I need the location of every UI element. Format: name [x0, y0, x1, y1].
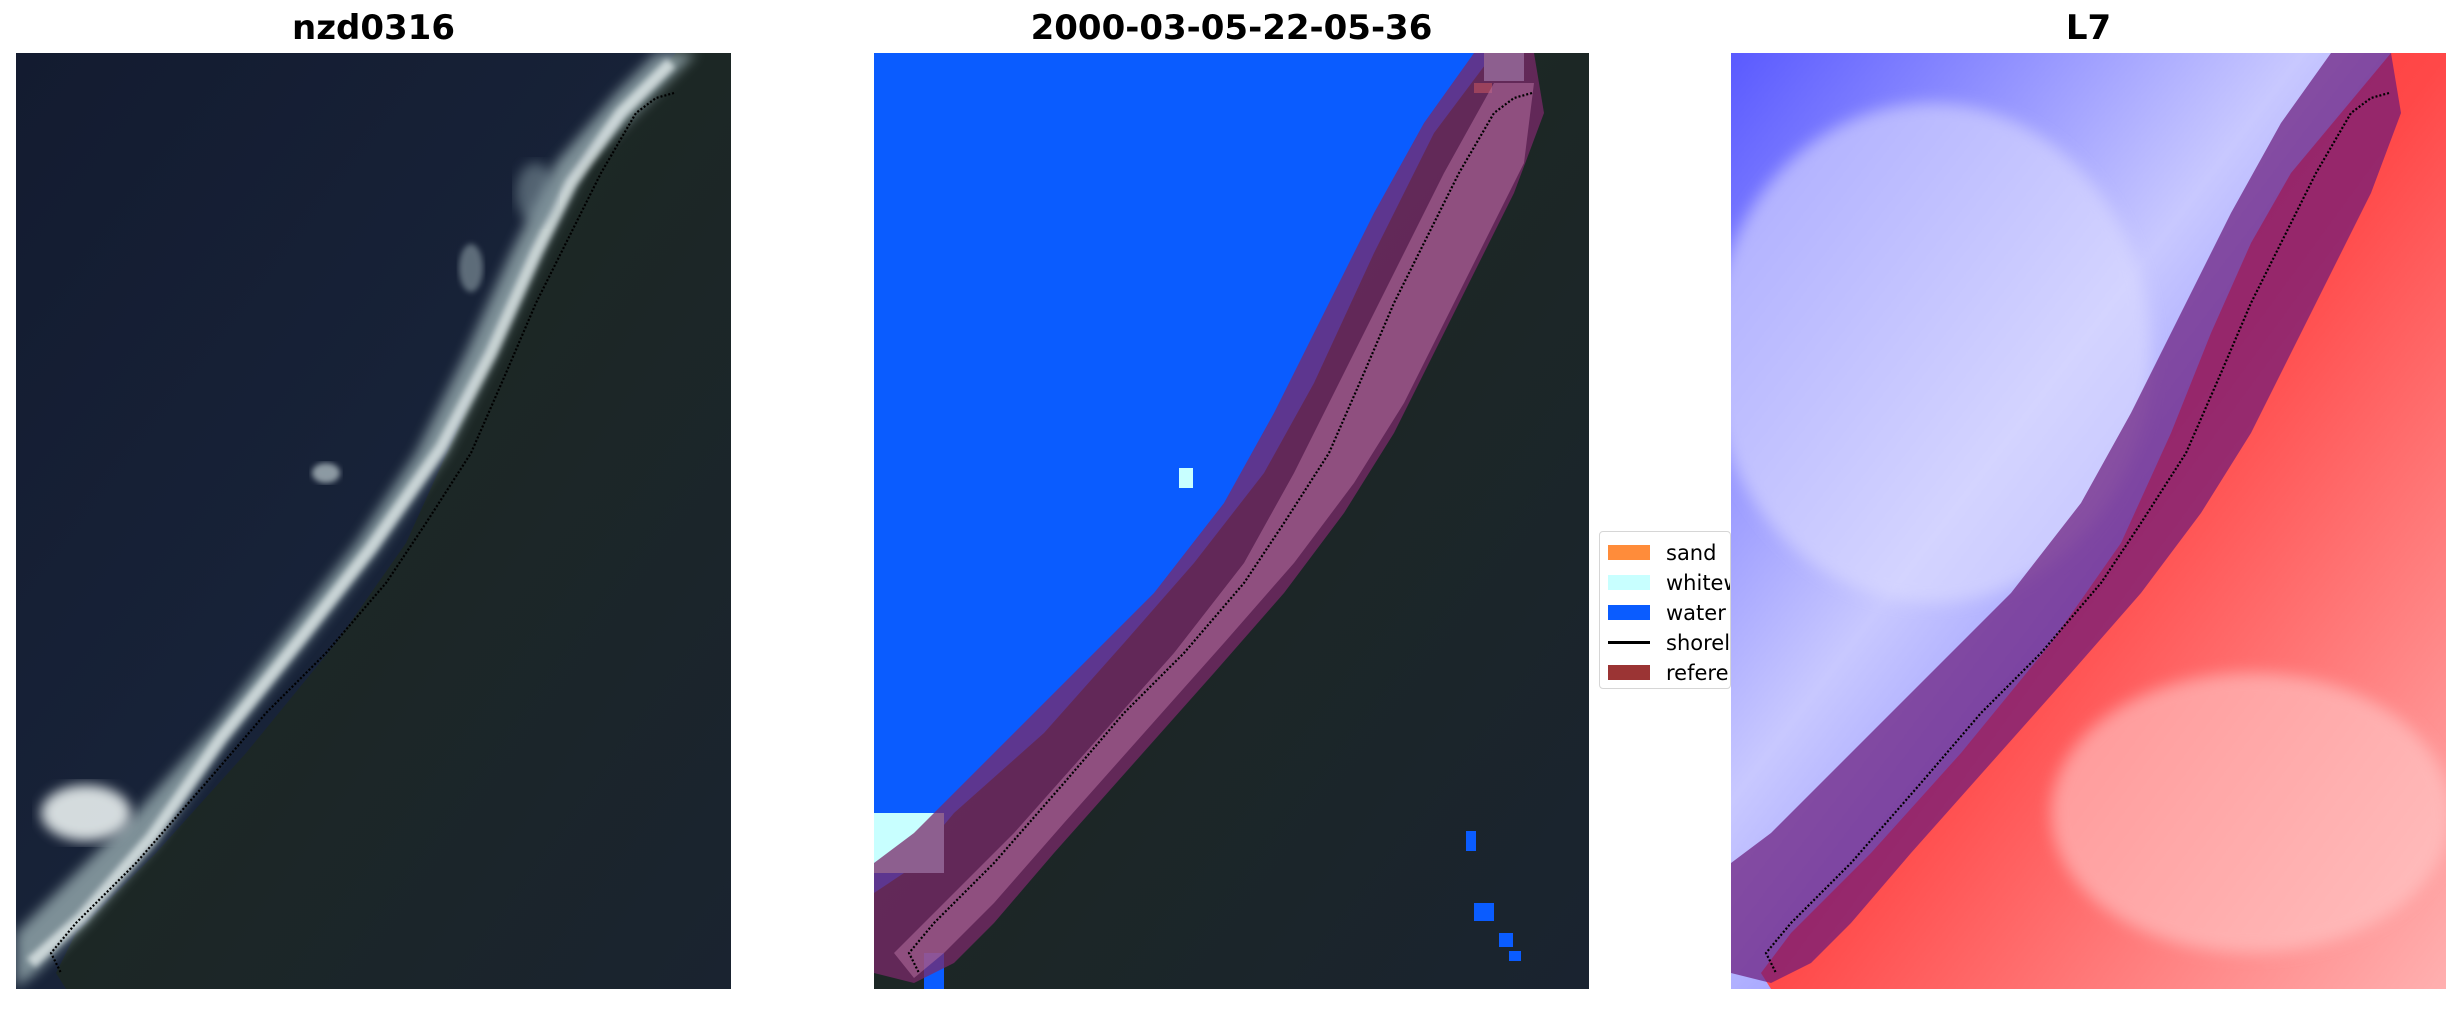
reference-buffer [1731, 53, 2401, 983]
shoreline-line [49, 91, 675, 974]
whitewater-patch [41, 785, 131, 841]
whitewater-class-patch [1179, 468, 1193, 488]
legend-label: water [1666, 601, 1726, 625]
classified-image-panel [874, 53, 1589, 989]
legend-label: referen [1666, 661, 1730, 685]
legend-item-reference: referen [1608, 658, 1730, 688]
legend-label: sand [1666, 541, 1717, 565]
reference-buffer [874, 53, 1544, 983]
legend-label: shorel [1666, 631, 1731, 655]
shoreline-line [907, 91, 1533, 974]
legend-item-sand: sand [1608, 538, 1716, 568]
foam-patch [459, 244, 483, 292]
water-class-patch [1499, 933, 1513, 947]
water-swatch-icon [1608, 604, 1650, 620]
panel-title-classified: 2000-03-05-22-05-36 [1030, 8, 1433, 48]
index-image-panel [1731, 53, 2446, 989]
foam-patch [312, 463, 340, 483]
land-area [56, 53, 731, 989]
shoreline-line [1764, 91, 2390, 974]
panel-title-rgb: nzd0316 [292, 8, 455, 48]
whitewater-crest [26, 58, 676, 968]
reference-swatch-icon [1608, 664, 1650, 680]
classified-image [874, 53, 1589, 989]
water-class-patch [1466, 831, 1476, 851]
whitewater-swatch-icon [1608, 574, 1650, 590]
foam-patch [516, 163, 556, 223]
reference-buffer-inner [894, 83, 1534, 978]
water-class-patch [1509, 951, 1521, 961]
panel-title-index: L7 [2065, 8, 2112, 48]
legend-item-water: water [1608, 598, 1726, 628]
water-index-image [1731, 53, 2446, 989]
water-class-patch [1474, 903, 1494, 921]
rgb-satellite-image [16, 53, 731, 989]
index-light-patch [2051, 673, 2446, 953]
rgb-image-panel [16, 53, 731, 989]
shoreline-line-icon [1608, 640, 1650, 644]
index-light-patch [1731, 103, 2151, 603]
legend-item-shoreline: shorel [1608, 628, 1730, 658]
sand-swatch-icon [1608, 544, 1650, 560]
